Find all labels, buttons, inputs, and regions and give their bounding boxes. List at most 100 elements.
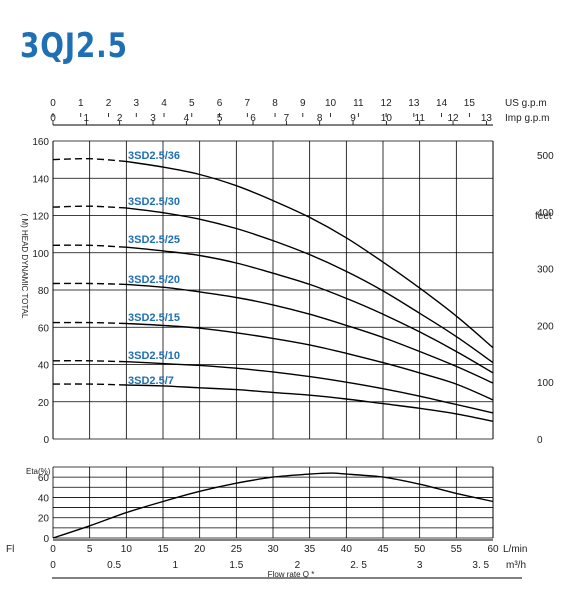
m3h-tick-label: 3 [417,560,423,571]
m3h-tick-label: 3. 5 [472,560,489,571]
head-y-tick-label: 160 [32,137,49,148]
feet-tick-label: 300 [537,265,554,276]
lpm-tick-label: 60 [487,544,499,555]
m3h-tick-label: 2. 5 [350,560,367,571]
head-curve-dashed [52,157,127,163]
page-title: 3QJ2.5 [20,26,128,66]
lpm-tick-label: 25 [231,544,243,555]
curve-label: 3SD2.5/7 [128,375,174,387]
us-gpm-tick-label: 2 [106,98,112,109]
imp-gpm-tick-label: 10 [381,113,393,124]
imp-gpm-tick-label: 11 [415,113,426,124]
m3h-tick-label: 1.5 [229,560,243,571]
imp-gpm-tick-label: 8 [317,113,323,124]
imp-gpm-tick-label: 5 [217,113,223,124]
lpm-tick-label: 0 [50,544,56,555]
us-gpm-tick-label: 15 [464,98,476,109]
head-y-tick-label: 80 [38,286,50,297]
head-curve [126,207,494,364]
feet-tick-label: 500 [537,151,554,162]
us-gpm-tick-label: 14 [436,98,448,109]
imp-gpm-tick-label: 4 [184,113,190,124]
curve-label: 3SD2.5/36 [128,150,180,162]
us-gpm-axis-label: US g.p.m [505,98,547,109]
m3h-tick-label: 0.5 [107,560,121,571]
head-y-axis-label: ( M) HEAD DYNAMIC TOTAL [20,214,29,319]
head-y-tick-label: 0 [43,435,49,446]
head-curve-dashed [52,383,127,386]
fl-label: Fl [6,544,14,555]
lpm-tick-label: 10 [121,544,133,555]
lpm-tick-label: 55 [451,544,463,555]
imp-gpm-tick-label: 1 [84,113,90,124]
us-gpm-tick-label: 13 [408,98,420,109]
x-axis-title: Flow rate Q * [268,570,315,579]
head-y-tick-label: 100 [32,249,49,260]
head-curve [126,283,494,384]
curve-label: 3SD2.5/20 [128,274,180,286]
us-gpm-tick-label: 12 [381,98,393,109]
m3h-tick-label: 1 [172,560,178,571]
lpm-tick-label: 5 [87,544,93,555]
us-gpm-tick-label: 1 [78,98,84,109]
eff-y-axis-label: Eta(%) [26,467,51,476]
head-y-tick-label: 20 [38,398,50,409]
imp-gpm-tick-label: 12 [447,113,459,124]
head-curve-dashed [52,360,127,363]
curve-label: 3SD2.5/30 [128,196,180,208]
lpm-tick-label: 40 [341,544,353,555]
curve-label: 3SD2.5/15 [128,312,180,324]
feet-tick-label: 200 [537,321,554,332]
us-gpm-tick-label: 5 [189,98,195,109]
lpm-tick-label: 45 [377,544,389,555]
curve-label: 3SD2.5/25 [128,234,180,246]
feet-tick-label: 400 [537,208,554,219]
lpm-tick-label: 15 [157,544,169,555]
head-y-tick-label: 40 [38,361,50,372]
head-curve [126,322,494,401]
us-gpm-tick-label: 3 [133,98,139,109]
head-curve [126,160,494,349]
imp-gpm-tick-label: 3 [150,113,156,124]
us-gpm-tick-label: 9 [300,98,306,109]
head-y-tick-label: 60 [38,323,50,334]
head-curve-dashed [52,205,127,209]
head-curve-dashed [52,282,127,286]
lpm-tick-label: 35 [304,544,316,555]
m3h-tick-label: 0 [50,560,56,571]
lpm-tick-label: 20 [194,544,206,555]
us-gpm-tick-label: 10 [325,98,337,109]
head-curve-dashed [52,321,127,325]
us-gpm-tick-label: 8 [272,98,278,109]
head-y-tick-label: 140 [32,174,49,185]
us-gpm-tick-label: 11 [353,98,364,109]
head-y-tick-label: 120 [32,212,49,223]
lpm-tick-label: 50 [414,544,426,555]
eff-y-tick-label: 20 [38,514,50,525]
imp-gpm-axis-label: Imp g.p.m [505,113,549,124]
curve-label: 3SD2.5/10 [128,350,180,362]
eff-y-tick-label: 60 [38,473,50,484]
head-curve [126,384,494,422]
imp-gpm-tick-label: 0 [50,113,56,124]
eff-y-tick-label: 40 [38,493,50,504]
us-gpm-tick-label: 7 [245,98,251,109]
feet-tick-label: 0 [537,435,543,446]
us-gpm-tick-label: 0 [50,98,56,109]
eff-y-tick-label: 0 [43,534,49,545]
imp-gpm-tick-label: 6 [250,113,256,124]
head-curve [126,246,494,374]
imp-gpm-tick-label: 13 [481,113,493,124]
head-curve [126,361,494,414]
feet-tick-label: 100 [537,378,554,389]
us-gpm-tick-label: 4 [161,98,167,109]
imp-gpm-tick-label: 9 [350,113,356,124]
eff-curve [52,472,494,539]
us-gpm-tick-label: 6 [217,98,223,109]
imp-gpm-tick-label: 7 [284,113,290,124]
head-curve-dashed [52,244,127,248]
imp-gpm-tick-label: 2 [117,113,123,124]
lpm-unit-label: L/min [503,544,527,555]
m3h-tick-label: 2 [295,560,301,571]
